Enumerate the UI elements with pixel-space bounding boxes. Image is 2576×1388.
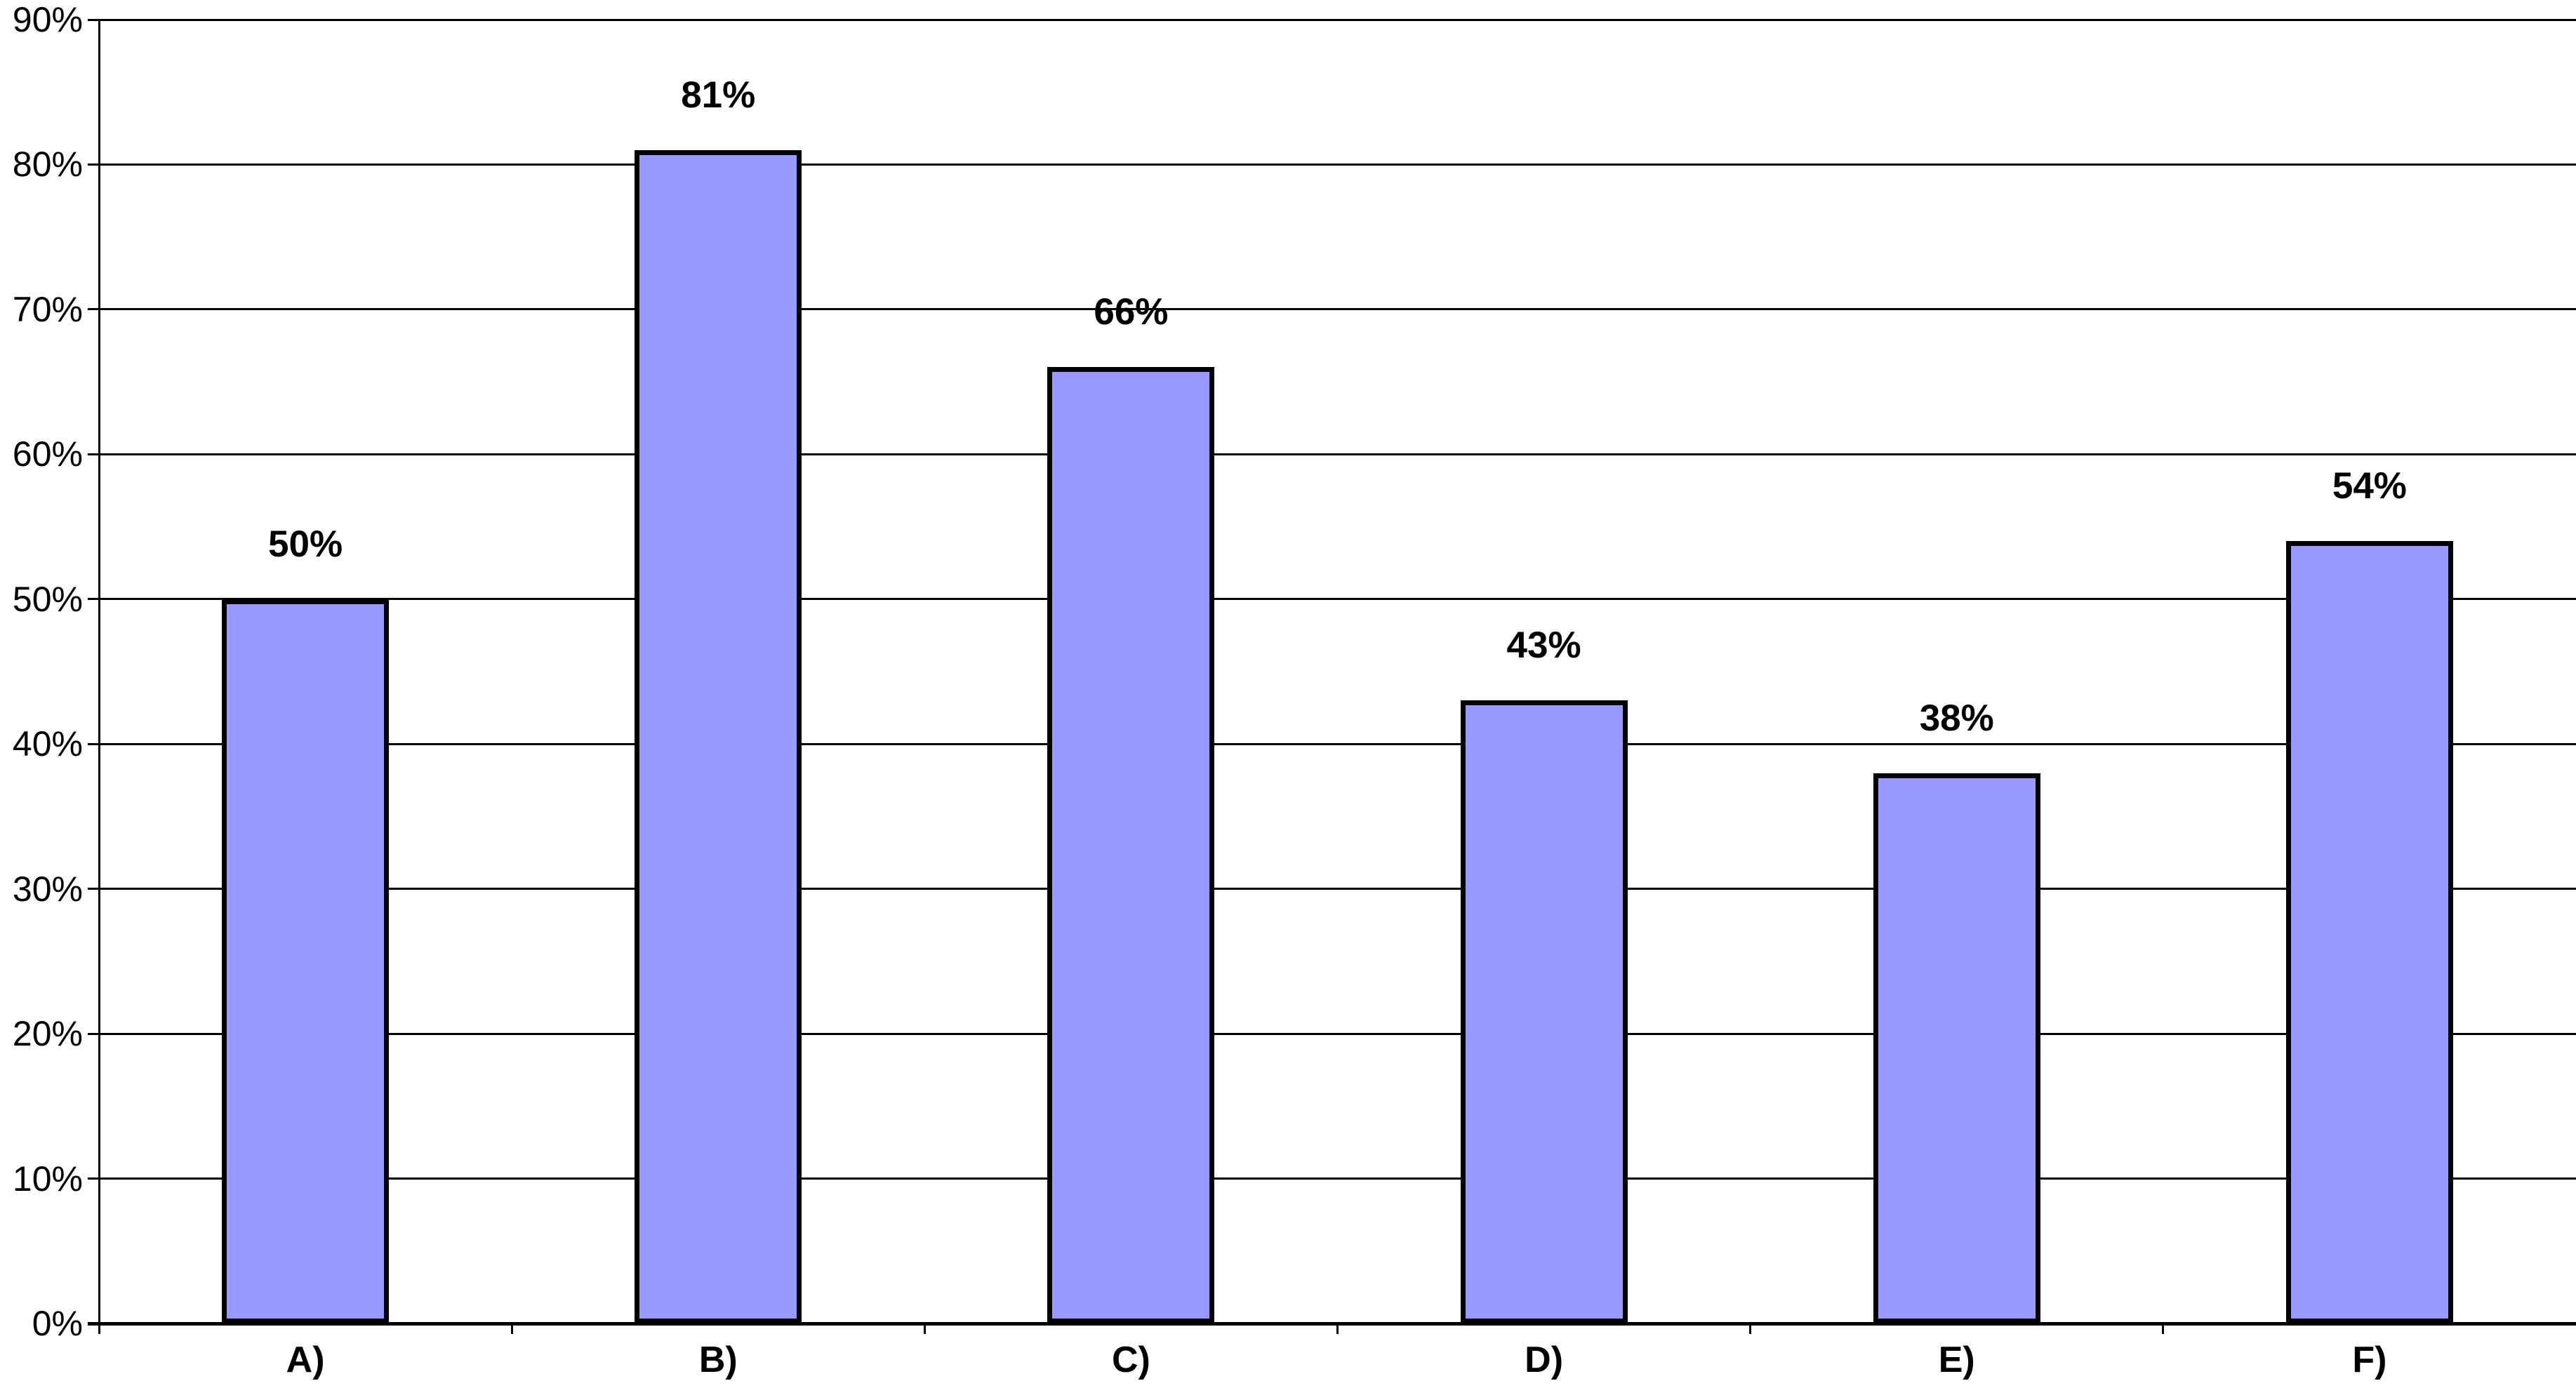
x-axis-tick: [1749, 1323, 1752, 1334]
x-category-label: F): [2352, 1340, 2387, 1380]
x-category-label: A): [286, 1340, 325, 1380]
bar-data-label: 54%: [2332, 465, 2407, 507]
gridline: [88, 742, 2576, 745]
gridline: [88, 18, 2576, 21]
x-category-label: D): [1525, 1340, 1564, 1380]
x-axis-tick: [923, 1323, 926, 1334]
x-axis-tick: [1336, 1323, 1339, 1334]
gridline: [88, 453, 2576, 455]
y-tick-label: 60%: [12, 434, 83, 474]
bar: [1873, 773, 2040, 1323]
gridline: [88, 308, 2576, 311]
bar: [2285, 541, 2453, 1323]
y-tick-label: 90%: [12, 0, 83, 39]
y-tick-label: 30%: [12, 869, 83, 909]
x-category-label: E): [1938, 1340, 1975, 1380]
gridline: [88, 1177, 2576, 1180]
y-tick-label: 0%: [32, 1304, 83, 1343]
y-tick-label: 80%: [12, 145, 83, 185]
y-tick-label: 50%: [12, 579, 83, 619]
x-category-label: C): [1111, 1340, 1150, 1380]
y-tick-label: 10%: [12, 1159, 83, 1199]
y-tick-label: 70%: [12, 289, 83, 329]
bar-data-label: 81%: [681, 74, 756, 116]
y-tick-label: 20%: [12, 1014, 83, 1054]
bar: [222, 599, 390, 1323]
gridline: [88, 888, 2576, 890]
x-axis-line: [88, 1321, 2576, 1326]
gridline: [88, 598, 2576, 601]
x-axis-tick: [510, 1323, 513, 1334]
bar: [1047, 367, 1215, 1323]
bar: [1460, 700, 1628, 1323]
x-category-label: B): [698, 1340, 738, 1380]
gridline: [88, 1032, 2576, 1035]
bar-data-label: 38%: [1919, 697, 1994, 739]
bar-data-label: 50%: [268, 523, 343, 565]
bar-data-label: 43%: [1506, 625, 1581, 667]
x-axis-tick: [2162, 1323, 2165, 1334]
bar-data-label: 66%: [1094, 291, 1169, 333]
y-tick-label: 40%: [12, 724, 83, 764]
gridline: [88, 163, 2576, 166]
bar: [635, 149, 802, 1323]
y-axis-line: [98, 20, 100, 1334]
